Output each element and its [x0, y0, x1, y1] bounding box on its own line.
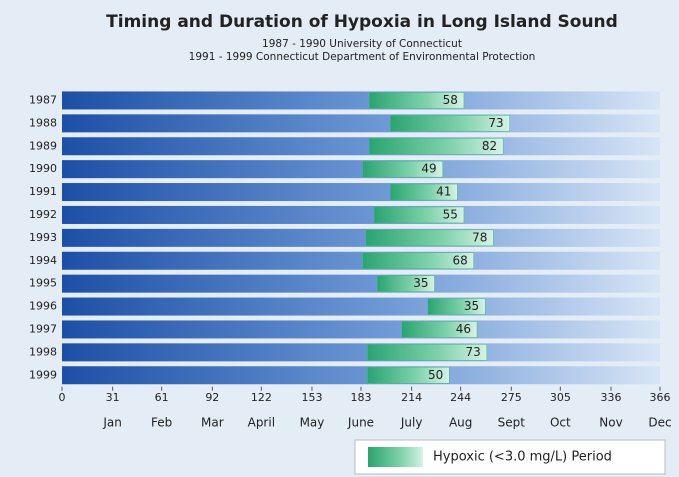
year-bar — [62, 160, 660, 179]
value-label: 73 — [488, 116, 503, 130]
value-label: 78 — [472, 230, 487, 244]
y-tick-label: 1990 — [29, 162, 57, 175]
year-bar — [62, 183, 660, 202]
month-label: April — [248, 416, 275, 430]
hypoxia-bar — [362, 252, 474, 269]
year-bar — [62, 228, 660, 247]
x-tick-label: 183 — [351, 391, 372, 404]
hypoxia-bar — [401, 321, 478, 338]
y-tick-label: 1991 — [29, 185, 57, 198]
year-bar — [62, 297, 660, 316]
month-label: June — [347, 416, 374, 430]
month-label: Jan — [102, 416, 122, 430]
value-label: 50 — [428, 368, 443, 382]
value-label: 55 — [443, 207, 458, 221]
x-tick-label: 31 — [106, 391, 120, 404]
value-label: 41 — [436, 185, 451, 199]
y-tick-label: 1988 — [29, 116, 57, 129]
value-label: 35 — [413, 276, 428, 290]
y-tick-label: 1993 — [29, 231, 57, 244]
month-label: May — [300, 416, 325, 430]
y-tick-label: 1987 — [29, 93, 57, 106]
x-tick-label: 214 — [401, 391, 422, 404]
hypoxia-bar — [377, 275, 435, 292]
chart-title: Timing and Duration of Hypoxia in Long I… — [106, 12, 618, 32]
y-tick-label: 1998 — [29, 345, 57, 358]
month-label: Mar — [201, 416, 224, 430]
value-label: 35 — [464, 299, 479, 313]
month-label: Sept — [498, 416, 526, 430]
y-tick-label: 1992 — [29, 208, 57, 221]
year-bar — [62, 205, 660, 224]
value-label: 73 — [466, 345, 481, 359]
x-tick-label: 92 — [205, 391, 219, 404]
x-tick-label: 153 — [301, 391, 322, 404]
hypoxia-bar — [390, 115, 510, 132]
month-label: July — [400, 416, 423, 430]
year-bar — [62, 366, 660, 385]
y-tick-label: 1996 — [29, 300, 57, 313]
x-tick-label: 0 — [59, 391, 66, 404]
x-tick-label: 244 — [450, 391, 471, 404]
y-tick-label: 1999 — [29, 368, 57, 381]
value-label: 58 — [443, 93, 458, 107]
hypoxia-bar — [368, 138, 504, 155]
hypoxia-bar — [390, 183, 458, 201]
month-label: Oct — [550, 416, 571, 430]
y-tick-label: 1995 — [29, 277, 57, 290]
y-tick-label: 1989 — [29, 139, 57, 152]
hypoxia-bar — [373, 206, 465, 224]
year-bar — [62, 320, 660, 339]
month-label: Dec — [648, 416, 671, 430]
x-tick-label: 336 — [600, 391, 621, 404]
value-label: 49 — [421, 162, 436, 176]
x-tick-label: 366 — [650, 391, 671, 404]
hypoxia-bar — [367, 367, 450, 384]
hypoxia-bar — [427, 298, 486, 315]
year-bar — [62, 137, 660, 156]
month-label: Nov — [599, 416, 622, 430]
y-tick-label: 1997 — [29, 322, 57, 335]
hypoxia-bar — [362, 160, 443, 178]
month-label: Aug — [449, 416, 472, 430]
hypoxia-bar — [367, 344, 488, 361]
legend-label: Hypoxic (<3.0 mg/L) Period — [433, 450, 612, 465]
year-bar — [62, 114, 660, 133]
legend-swatch — [368, 447, 423, 467]
subtitle: 1991 - 1999 Connecticut Department of En… — [189, 51, 536, 63]
value-label: 68 — [452, 253, 467, 267]
hypoxia-bar — [368, 92, 465, 109]
month-label: Feb — [151, 416, 172, 430]
year-bar — [62, 274, 660, 293]
value-label: 82 — [482, 139, 497, 153]
y-tick-label: 1994 — [29, 254, 57, 267]
x-tick-label: 275 — [501, 391, 522, 404]
year-bar — [62, 343, 660, 362]
subtitle: 1987 - 1990 University of Connecticut — [262, 38, 462, 50]
year-bar — [62, 91, 660, 110]
x-tick-label: 305 — [550, 391, 571, 404]
x-tick-label: 61 — [155, 391, 169, 404]
hypoxia-bar — [365, 229, 494, 247]
x-tick-label: 122 — [251, 391, 272, 404]
value-label: 46 — [456, 322, 471, 336]
year-bar — [62, 251, 660, 270]
